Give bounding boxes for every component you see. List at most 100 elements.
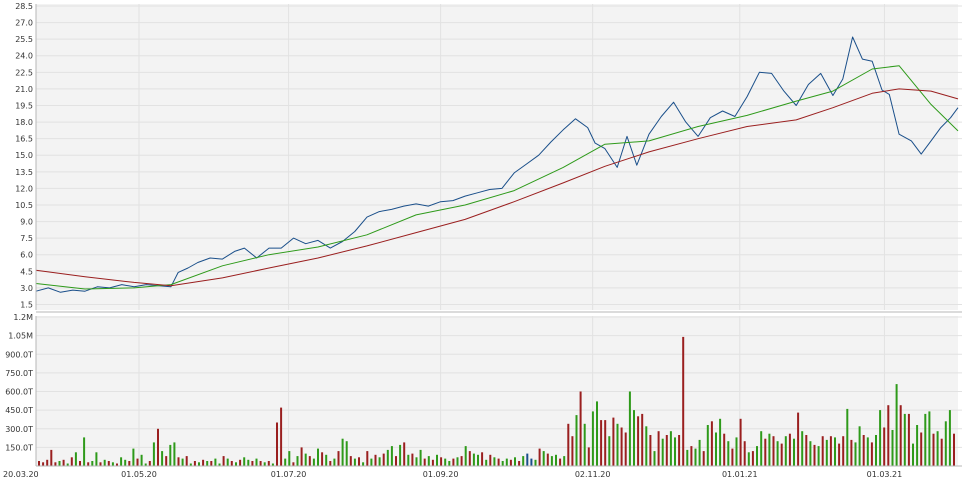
volume-bar: [436, 454, 438, 466]
volume-bar: [661, 438, 664, 466]
volume-bar: [263, 462, 266, 466]
volume-bar: [411, 453, 414, 466]
volume-bar: [386, 449, 389, 466]
volume-bar: [875, 435, 877, 466]
volume-bar: [46, 459, 49, 466]
volume-bar: [501, 461, 504, 466]
volume-bar: [161, 451, 164, 466]
volume-bar: [407, 454, 410, 466]
volume-bar: [165, 456, 168, 466]
volume-bar: [907, 413, 910, 466]
volume-bar: [83, 437, 86, 466]
volume-bar: [682, 336, 685, 466]
volume-bar: [353, 458, 356, 466]
volume-bar: [596, 401, 598, 466]
volume-bar: [333, 458, 336, 466]
volume-bar: [423, 458, 426, 466]
price-tick-label: 18.0: [15, 118, 33, 127]
volume-bar: [649, 435, 652, 466]
price-tick-label: 28.5: [15, 2, 33, 11]
volume-bar: [731, 448, 734, 466]
volume-bar: [366, 451, 369, 466]
volume-bar: [706, 425, 709, 466]
volume-bar: [916, 425, 919, 466]
volume-bar: [924, 413, 927, 466]
price-tick-label: 12.0: [15, 184, 33, 193]
date-tick-labels: 20.03.20 01.05.20 01.07.20 01.09.20 02.11.20…: [3, 470, 902, 479]
volume-bar: [177, 457, 180, 466]
volume-bar: [280, 407, 283, 466]
volume-bar: [497, 458, 500, 466]
volume-bar: [751, 451, 754, 466]
volume-bars-group: [38, 336, 955, 467]
volume-bar: [198, 462, 200, 466]
volume-bar: [887, 405, 890, 466]
volume-bar: [538, 448, 541, 466]
volume-bar: [325, 454, 328, 466]
volume-bar: [571, 436, 574, 466]
volume-bar: [903, 413, 906, 466]
volume-tick-label: 900.0T: [5, 350, 33, 359]
date-tick-label: 01.01.21: [722, 470, 758, 479]
volume-bar: [633, 410, 635, 466]
volume-bar: [735, 437, 738, 466]
volume-bar: [669, 431, 672, 466]
volume-bar: [345, 441, 348, 466]
volume-bar: [456, 457, 459, 466]
volume-bar: [173, 442, 176, 466]
volume-bar: [912, 443, 914, 466]
volume-bar: [38, 461, 40, 466]
volume-bar: [542, 451, 545, 466]
volume-bar: [883, 427, 886, 466]
volume-tick-labels: 1.2M 1.05M 900.0T 750.0T 600.0T 450.0T 300.0T 1…: [5, 313, 33, 452]
date-tick-label: 20.03.20: [3, 470, 39, 479]
volume-bar: [362, 462, 365, 466]
volume-bar: [678, 435, 681, 466]
volume-tick-label: 1.05M: [8, 332, 33, 341]
volume-bar: [665, 435, 668, 466]
volume-bar: [431, 459, 434, 466]
volume-bar: [862, 435, 865, 466]
price-line: [35, 36, 959, 293]
volume-bar: [657, 431, 660, 466]
volume-bar: [206, 461, 209, 466]
volume-bar: [505, 458, 508, 466]
volume-bar: [374, 454, 377, 466]
volume-bar: [243, 457, 246, 466]
volume-bar: [940, 438, 943, 466]
volume-bar: [304, 453, 307, 466]
volume-tick-label: 600.0T: [5, 388, 33, 397]
volume-bar: [559, 458, 562, 466]
volume-bar: [953, 433, 955, 466]
volume-bar: [403, 442, 406, 466]
volume-bar: [850, 439, 853, 466]
volume-bar: [300, 447, 303, 466]
volume-bar: [608, 436, 611, 466]
price-tick-label: 7.5: [20, 234, 33, 243]
volume-bar: [858, 426, 861, 466]
volume-bar: [747, 452, 750, 466]
long-moving-average-line: [35, 88, 959, 287]
volume-bar: [358, 457, 360, 466]
volume-bar: [427, 456, 430, 466]
volume-bar: [169, 444, 172, 466]
volume-bar: [50, 449, 53, 466]
price-tick-label: 22.5: [15, 68, 33, 77]
volume-bar: [481, 452, 484, 466]
volume-bar: [214, 458, 217, 466]
volume-bar: [292, 462, 295, 466]
volume-bar: [948, 410, 951, 466]
volume-bar: [271, 463, 274, 466]
price-tick-label: 13.5: [15, 168, 33, 177]
volume-bar: [193, 461, 196, 466]
volume-bar: [107, 461, 110, 466]
volume-bar: [58, 461, 61, 466]
volume-bar: [395, 456, 397, 466]
volume-bar: [468, 451, 471, 466]
volume-bar: [616, 423, 619, 466]
volume-bar: [801, 431, 804, 466]
volume-bar: [99, 462, 102, 466]
volume-bar: [378, 457, 381, 466]
volume-bar: [768, 433, 771, 466]
volume-bar: [788, 433, 791, 466]
